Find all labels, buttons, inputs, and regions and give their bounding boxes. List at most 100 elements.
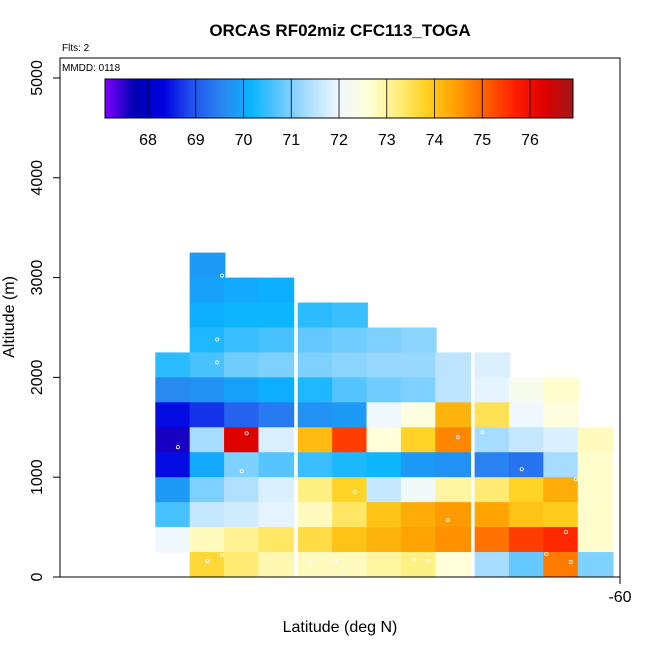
colorbar-swatch: [496, 79, 501, 118]
colorbar-swatch: [546, 79, 551, 118]
heatmap-cell: [508, 427, 545, 453]
sample-point: [175, 445, 180, 450]
heatmap-cell: [189, 527, 226, 553]
colorbar-swatch: [456, 79, 460, 118]
colorbar-swatch: [412, 79, 416, 118]
colorbar-swatch: [473, 79, 477, 118]
colorbar-swatch: [362, 79, 366, 118]
colorbar-swatch: [511, 79, 516, 118]
heatmap-cell: [543, 427, 580, 453]
colorbar-swatch: [154, 79, 159, 118]
heatmap-cell: [189, 477, 226, 503]
sample-point: [293, 428, 298, 433]
heatmap-cell: [366, 352, 403, 378]
y-tick-label: 2000: [29, 359, 46, 395]
sample-point: [455, 435, 460, 440]
colorbar-swatch: [210, 79, 214, 118]
colorbar-swatch: [476, 79, 480, 118]
flights-annotation: Flts: 2: [62, 43, 90, 54]
heatmap-cell: [189, 252, 226, 278]
colorbar-swatch: [137, 79, 141, 118]
colorbar-swatch: [298, 79, 302, 118]
sample-points: [175, 273, 578, 565]
colorbar-swatch: [336, 79, 340, 118]
colorbar-swatch: [122, 79, 126, 118]
heatmap-cell: [224, 477, 260, 503]
y-axis: 0 1000 2000 3000 4000 5000: [29, 60, 60, 581]
colorbar-swatch: [420, 79, 425, 118]
colorbar-swatch: [397, 79, 401, 118]
heatmap-cell: [508, 452, 545, 478]
colorbar-swatch: [186, 79, 191, 118]
colorbar-swatch: [359, 79, 363, 118]
colorbar-swatch: [192, 79, 197, 118]
colorbar-swatch: [461, 79, 466, 118]
heatmap-cell: [474, 352, 511, 378]
heatmap-cell: [332, 352, 368, 378]
colorbar-swatch: [491, 79, 495, 118]
colorbar-swatch: [534, 79, 539, 118]
heatmap-cell: [297, 477, 334, 503]
colorbar-swatch: [169, 79, 173, 118]
heatmap-cell: [543, 502, 580, 528]
heatmap-cell: [224, 327, 260, 353]
colorbar-swatch: [292, 79, 296, 118]
colorbar-swatch: [561, 79, 565, 118]
heatmap-cell: [474, 477, 511, 503]
heatmap-cell: [400, 552, 437, 578]
heatmap-cell: [297, 502, 334, 528]
heatmap-cell: [332, 427, 368, 453]
colorbar-swatch: [552, 79, 556, 118]
sample-point: [426, 559, 431, 564]
colorbar-swatch: [441, 79, 445, 118]
sample-point: [308, 560, 313, 565]
heatmap-cell: [258, 527, 295, 553]
colorbar-swatch: [444, 79, 448, 118]
colorbar-swatch: [388, 79, 393, 118]
heatmap-cell: [258, 477, 295, 503]
heatmap-cell: [332, 552, 368, 578]
heatmap-cell: [224, 502, 260, 528]
heatmap-cell: [474, 377, 511, 403]
chart-title: ORCAS RF02miz CFC113_TOGA: [209, 21, 470, 40]
sample-point: [544, 552, 549, 557]
colorbar-swatch: [163, 79, 167, 118]
heatmap-cell: [258, 352, 295, 378]
colorbar-swatch: [222, 79, 226, 118]
sample-point: [563, 530, 568, 535]
colorbar-swatch: [119, 79, 124, 118]
colorbar-swatch: [248, 79, 252, 118]
heatmap-cell: [297, 527, 334, 553]
colorbar-swatch: [300, 79, 305, 118]
colorbar-swatch: [450, 79, 454, 118]
heatmap-cell: [577, 477, 614, 503]
colorbar-swatch: [555, 79, 559, 118]
colorbar-swatch: [537, 79, 542, 118]
colorbar-swatch: [216, 79, 220, 118]
heatmap-cell: [155, 452, 192, 478]
sample-point: [411, 558, 416, 563]
heatmap-cell: [435, 527, 472, 553]
heatmap-cell: [435, 427, 472, 453]
colorbar-swatch: [499, 79, 504, 118]
colorbar-swatch: [438, 79, 442, 118]
heatmap-cell: [224, 452, 260, 478]
colorbar-frame: [104, 78, 574, 119]
heatmap-cell: [258, 277, 295, 303]
colorbar-swatch: [318, 79, 322, 118]
colorbar-swatch: [339, 79, 343, 118]
colorbar-swatch: [265, 79, 270, 118]
colorbar-swatch: [245, 79, 249, 118]
heatmap-cell: [258, 552, 295, 578]
y-tick-label: 0: [29, 572, 46, 581]
colorbar-tick-label: 76: [521, 132, 539, 149]
heatmap-cell: [400, 352, 437, 378]
colorbar-swatch: [303, 79, 308, 118]
heatmap-cell: [155, 402, 192, 428]
colorbar-swatch: [353, 79, 358, 118]
colorbar-swatch: [148, 79, 153, 118]
sample-point: [215, 337, 220, 342]
colorbar-swatch: [505, 79, 510, 118]
plot-frame: [59, 57, 621, 578]
